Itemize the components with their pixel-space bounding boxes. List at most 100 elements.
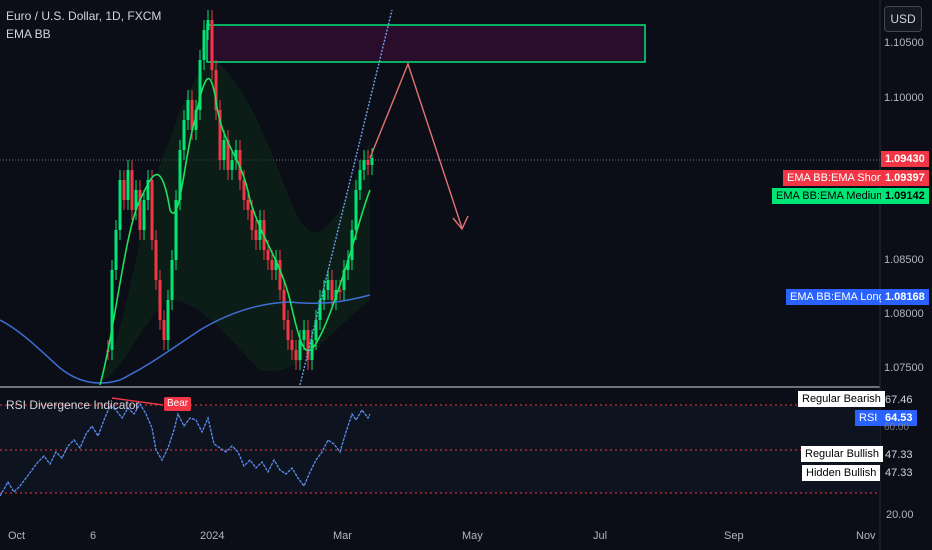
trendline[interactable] xyxy=(299,9,393,386)
projection-arrow[interactable] xyxy=(369,61,463,229)
indicator-legend-ema-bb[interactable]: EMA BB xyxy=(6,27,51,41)
candle-body xyxy=(314,320,318,340)
candle-body xyxy=(266,250,270,260)
candle-body xyxy=(246,200,250,210)
candle-body xyxy=(254,230,258,240)
candle-body xyxy=(170,260,174,300)
candle-body xyxy=(190,100,194,130)
candle-body xyxy=(214,70,218,110)
candle-body xyxy=(302,330,306,340)
candle-body xyxy=(186,100,190,120)
time-tick: Jul xyxy=(593,530,608,542)
supply-zone-rect[interactable] xyxy=(206,24,646,63)
candle-body xyxy=(126,170,130,200)
candle-body xyxy=(218,110,222,160)
rsi-axis-tick: 20.00 xyxy=(886,509,914,521)
price-tick: 1.08000 xyxy=(884,308,924,320)
candle-body xyxy=(242,180,246,200)
candle-body xyxy=(114,230,118,270)
candle-body xyxy=(330,280,334,300)
rsi-line[interactable] xyxy=(0,402,371,497)
candlestick-series xyxy=(106,10,374,370)
rsi-value: 64.53 xyxy=(881,410,917,426)
candle-body xyxy=(346,260,350,270)
regular-bearish-label: Regular Bearish xyxy=(798,391,885,407)
candle-body xyxy=(198,60,202,110)
candle-body xyxy=(130,170,134,210)
time-tick: 2024 xyxy=(200,530,225,542)
price-tick: 1.08500 xyxy=(884,254,924,266)
time-tick: Nov xyxy=(856,530,876,542)
time-tick: Mar xyxy=(333,530,352,542)
ema-long-label: EMA BB:EMA Long xyxy=(786,289,889,305)
regular-bullish-label: Regular Bullish xyxy=(801,446,883,462)
price-tick: 1.07500 xyxy=(884,362,924,374)
ema-short-value: 1.09397 xyxy=(881,170,929,186)
candle-body xyxy=(310,340,314,360)
candle-body xyxy=(166,300,170,340)
candle-body xyxy=(150,180,154,240)
candle-body xyxy=(142,200,146,230)
ema-long-line[interactable] xyxy=(0,294,371,384)
time-tick: Oct xyxy=(8,530,26,542)
candle-body xyxy=(146,180,150,200)
candle-body xyxy=(162,320,166,340)
ema-medium-value: 1.09142 xyxy=(881,188,929,204)
bear-divergence-label: Bear xyxy=(164,397,192,411)
hidden-bullish-label: Hidden Bullish xyxy=(802,465,881,481)
candle-body xyxy=(282,290,286,320)
candle-body xyxy=(238,150,242,180)
last-price-tag: 1.09430 xyxy=(881,151,929,167)
candle-body xyxy=(326,280,330,290)
price-tick: 1.10000 xyxy=(884,92,924,104)
ema-medium-line[interactable] xyxy=(99,77,371,386)
candle-body xyxy=(222,140,226,160)
candle-body xyxy=(286,320,290,340)
candle-body xyxy=(118,180,122,230)
price-tick: 1.10500 xyxy=(884,37,924,49)
candle-body xyxy=(306,330,310,360)
bear-divergence-line xyxy=(111,397,164,406)
candle-body xyxy=(202,30,206,60)
regular-bearish-value: 67.46 xyxy=(885,394,913,406)
symbol-title[interactable]: Euro / U.S. Dollar, 1D, FXCM xyxy=(6,9,162,23)
rsi-band-fill xyxy=(0,405,880,493)
candle-body xyxy=(274,260,278,270)
time-tick: 6 xyxy=(90,530,97,542)
candle-body xyxy=(338,290,342,292)
candle-body xyxy=(270,260,274,270)
candle-body xyxy=(110,270,114,350)
rsi-label: RSI xyxy=(855,410,882,426)
candle-body xyxy=(194,110,198,130)
candle-body xyxy=(358,170,362,190)
time-tick: May xyxy=(462,530,483,542)
currency-button[interactable]: USD xyxy=(884,6,922,32)
ema-medium-label: EMA BB:EMA Medium xyxy=(772,188,890,204)
candle-body xyxy=(158,280,162,320)
candle-body xyxy=(178,150,182,200)
candle-body xyxy=(258,220,262,240)
hidden-bullish-value: 47.33 xyxy=(885,467,913,479)
rsi-indicator-title[interactable]: RSI Divergence Indicator xyxy=(6,398,140,412)
candle-body xyxy=(174,200,178,260)
time-tick: Sep xyxy=(724,530,744,542)
candle-body xyxy=(318,300,322,320)
ema-long-value: 1.08168 xyxy=(881,289,929,305)
candle-body xyxy=(250,210,254,230)
candle-body xyxy=(230,160,234,170)
rsi-axis-hidden-tick: 60.00 xyxy=(884,422,910,433)
projection-arrowhead xyxy=(452,215,469,231)
candle-body xyxy=(210,20,214,70)
candle-body xyxy=(322,290,326,300)
candle-body xyxy=(234,150,238,160)
candle-body xyxy=(298,340,302,360)
candle-body xyxy=(354,190,358,230)
candle-body xyxy=(290,340,294,350)
candle-body xyxy=(138,190,142,230)
candle-body xyxy=(206,20,210,30)
candle-body xyxy=(370,158,374,165)
candle-body xyxy=(342,270,346,290)
candle-body xyxy=(182,120,186,150)
ema-short-label: EMA BB:EMA Short xyxy=(783,170,888,186)
